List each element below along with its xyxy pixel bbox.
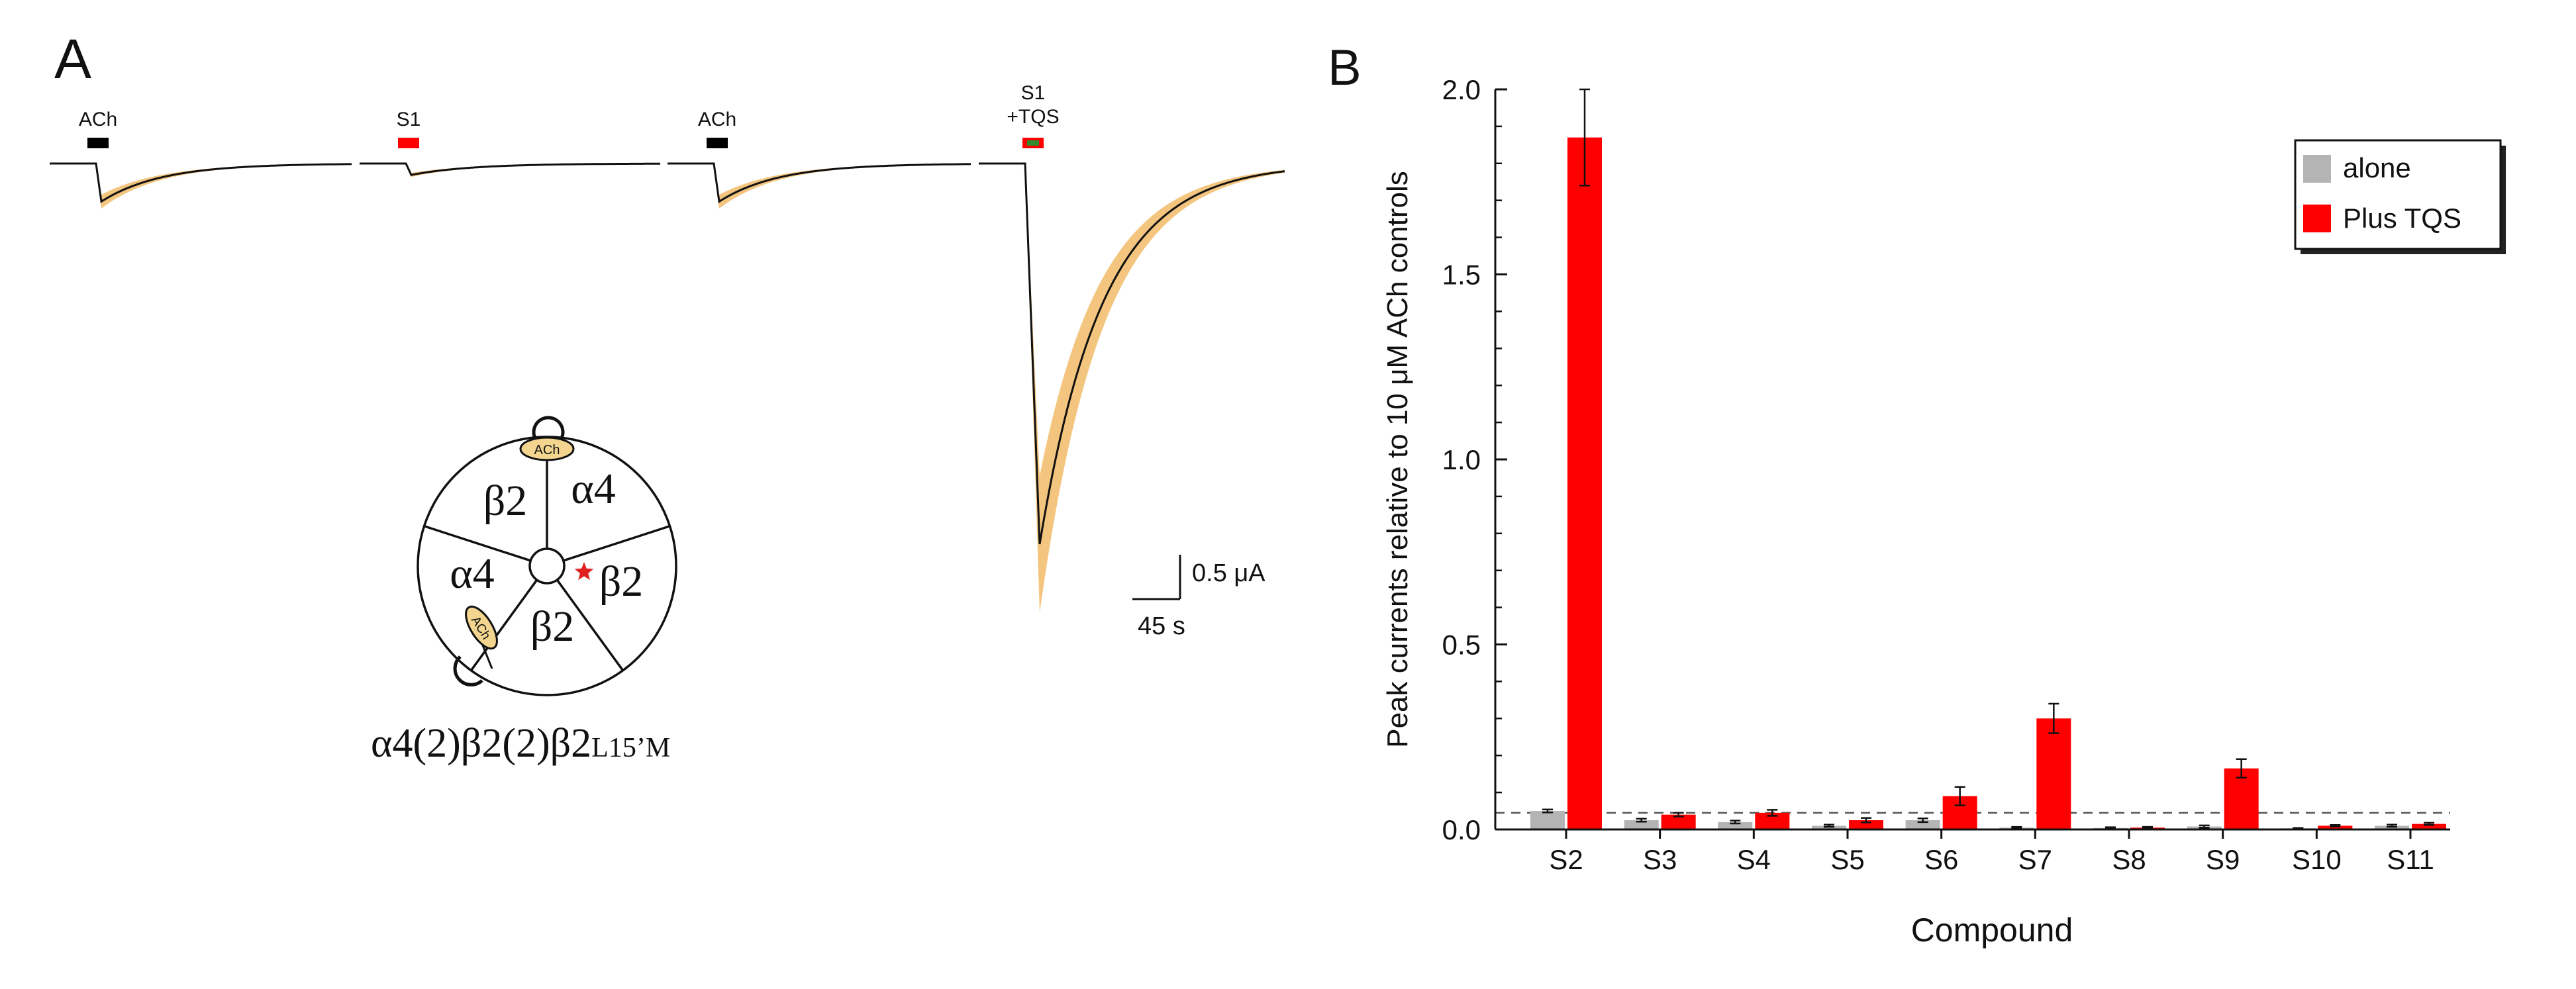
y-tick-label: 2.0 [1442,74,1481,105]
receptor-diagram: ACh ACh β2 α4 β2 β2 α4 α4(2)β2(2)β2L15’M [371,416,677,766]
subunit-divider [563,525,670,562]
x-axis-title: Compound [1911,912,2073,949]
x-tick-label: S9 [2206,844,2240,875]
x-tick-label: S5 [1830,844,1864,875]
trace-line [668,162,971,204]
subunit-divider [470,579,538,671]
subunit-beta2-bottom: β2 [530,602,575,651]
x-tick-label: S11 [2387,844,2434,875]
subunit-alpha4-top-right: α4 [571,465,616,513]
bar-plus-tqs [1661,814,1696,829]
subunit-divider [424,525,531,562]
panel-a-label: A [54,28,91,90]
trace-label-line1: S1 [1021,82,1046,104]
bar-alone [1905,820,1940,829]
bar-chart: 0.0 0.5 1.0 1.5 2.0 S2 S3 S4 S5 S6 S7 S8 S9 S10 S11 C… [1381,74,2506,949]
bar-plus-tqs [2224,768,2259,829]
x-tick-label: S10 [2292,844,2342,875]
x-tick-label: S4 [1737,844,1771,875]
trace-label-line2: +TQS [1007,106,1059,128]
loop-top [532,416,565,440]
x-tick-label: S6 [1924,844,1958,875]
x-tick-label: S3 [1643,844,1677,875]
y-tick-label: 0.0 [1442,814,1481,845]
trace-band [979,164,1285,613]
scale-bar-time-label: 45 s [1138,612,1185,640]
y-tick-label: 1.0 [1442,444,1481,475]
trace-label: S1 [397,109,421,130]
scale-bar-current-label: 0.5 μA [1192,559,1265,587]
application-bar [87,138,109,148]
subunit-divider [556,579,624,671]
x-tick-label: S8 [2112,844,2146,875]
bar-plus-tqs [2036,718,2071,829]
trace-line [360,162,660,177]
bar-alone [1718,822,1753,829]
trace-line [50,162,352,204]
bars [1530,137,2446,829]
receptor-caption-main: α4(2)β2(2)β2 [371,721,591,766]
panel-b-label: B [1328,40,1362,96]
legend: alone Plus TQS [2294,139,2506,254]
receptor-pore [528,547,566,585]
ach-site-bottom [465,605,498,650]
y-tick-label: 0.5 [1442,630,1481,661]
y-axis-title: Peak currents relative to 10 μM ACh cont… [1381,171,1414,748]
receptor-caption-subscript: L15’M [591,733,670,763]
mutation-star-icon [574,562,594,581]
trace-label: ACh [79,109,117,130]
application-bar [707,138,728,148]
subunit-beta2-top-left: β2 [483,477,528,525]
y-ticks: 0.0 0.5 1.0 1.5 2.0 [1442,74,1507,845]
legend-label-alone: alone [2343,152,2411,183]
error-bars [1542,88,2434,830]
bar-alone [1624,820,1659,829]
bar-plus-tqs [2412,824,2446,829]
trace-line [979,162,1285,545]
legend-label-plus-tqs: Plus TQS [2343,203,2461,234]
bar-alone [1530,811,1565,829]
x-ticks: S2 S3 S4 S5 S6 S7 S8 S9 S10 S11 [1549,829,2434,875]
bar-plus-tqs [2318,825,2353,829]
legend-swatch-plus-tqs [2303,205,2331,232]
y-tick-label: 1.5 [1442,259,1481,291]
bar-plus-tqs [1567,137,1602,829]
subunit-alpha4-left: α4 [450,549,495,598]
subunit-beta2-right: β2 [599,557,644,606]
legend-swatch-alone [2303,155,2331,183]
application-bar [398,138,419,148]
subunit-dividers [424,437,670,671]
application-bar-inner [1027,140,1039,146]
scale-bar: 0.5 μA 45 s [1132,555,1265,640]
x-tick-label: S2 [1549,844,1583,875]
bar-plus-tqs [1849,820,1883,829]
loop-bottom [453,655,483,686]
trace-label: ACh [698,109,736,130]
receptor-caption: α4(2)β2(2)β2L15’M [371,721,670,766]
ach-site-top [519,436,575,461]
x-tick-label: S7 [2018,844,2052,875]
ach-site-top-label: ACh [534,443,560,457]
